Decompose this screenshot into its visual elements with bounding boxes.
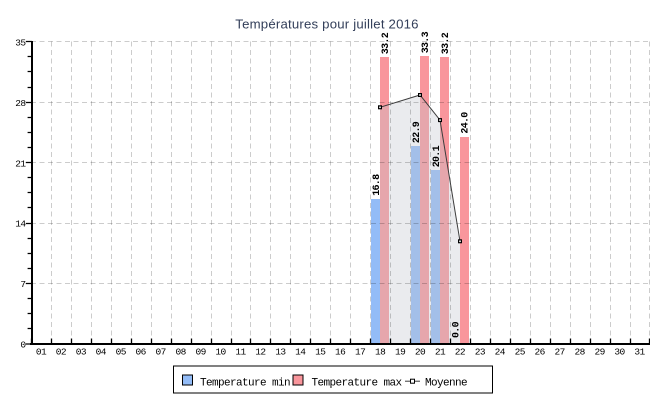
svg-text:24.0: 24.0 [461, 112, 472, 134]
svg-text:04: 04 [96, 347, 107, 358]
svg-text:33.2: 33.2 [441, 32, 452, 54]
svg-text:21: 21 [15, 158, 26, 169]
svg-text:21: 21 [435, 347, 446, 358]
svg-text:17: 17 [355, 347, 365, 358]
svg-text:22.9: 22.9 [412, 121, 423, 143]
svg-text:29: 29 [594, 347, 605, 358]
svg-text:30: 30 [614, 347, 625, 358]
svg-text:13: 13 [275, 347, 286, 358]
svg-text:01: 01 [36, 347, 47, 358]
svg-text:7: 7 [20, 279, 25, 290]
svg-text:23: 23 [475, 347, 486, 358]
svg-text:Températures pour juillet 2016: Températures pour juillet 2016 [235, 17, 418, 32]
svg-text:15: 15 [315, 347, 326, 358]
svg-text:07: 07 [156, 347, 166, 358]
svg-text:20: 20 [415, 347, 426, 358]
svg-text:06: 06 [136, 347, 147, 358]
svg-text:28: 28 [574, 347, 585, 358]
svg-text:27: 27 [555, 347, 565, 358]
svg-text:16.8: 16.8 [372, 174, 383, 196]
svg-text:10: 10 [215, 347, 226, 358]
svg-text:0.0: 0.0 [452, 321, 463, 338]
svg-text:33.2: 33.2 [381, 32, 392, 54]
svg-text:03: 03 [76, 347, 87, 358]
svg-text:28: 28 [15, 98, 26, 109]
svg-text:12: 12 [255, 347, 266, 358]
svg-text:Moyenne: Moyenne [425, 378, 467, 390]
svg-text:19: 19 [395, 347, 406, 358]
svg-text:18: 18 [375, 347, 386, 358]
svg-text:31: 31 [634, 347, 645, 358]
svg-text:Temperature max: Temperature max [312, 378, 403, 390]
svg-text:Temperature min: Temperature min [200, 378, 290, 390]
svg-text:0: 0 [20, 340, 26, 351]
svg-text:14: 14 [295, 347, 306, 358]
svg-text:05: 05 [116, 347, 127, 358]
svg-text:25: 25 [515, 347, 526, 358]
svg-text:26: 26 [535, 347, 546, 358]
svg-text:09: 09 [195, 347, 206, 358]
svg-text:33.3: 33.3 [421, 31, 432, 53]
svg-text:16: 16 [335, 347, 346, 358]
svg-text:20.1: 20.1 [432, 145, 443, 167]
svg-text:08: 08 [175, 347, 186, 358]
svg-text:22: 22 [455, 347, 466, 358]
svg-text:11: 11 [235, 347, 246, 358]
svg-text:02: 02 [56, 347, 67, 358]
svg-text:24: 24 [495, 347, 506, 358]
svg-text:14: 14 [15, 219, 26, 230]
svg-text:35: 35 [15, 37, 26, 48]
